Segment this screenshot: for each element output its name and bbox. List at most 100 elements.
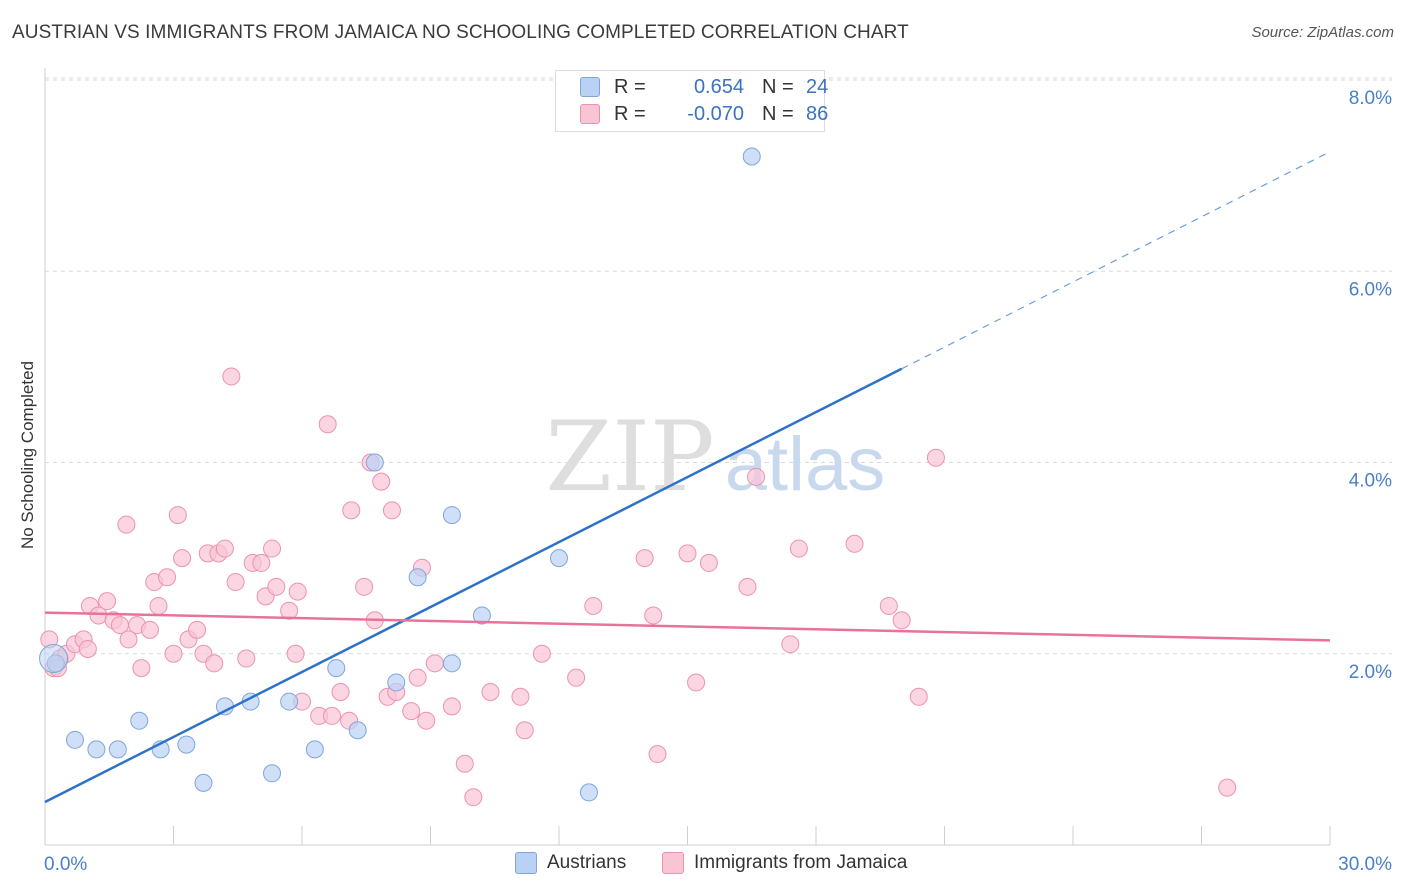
jamaica-point: [699, 553, 718, 572]
austrians-point: [442, 506, 461, 525]
austrians-point: [263, 764, 282, 783]
jamaica-point: [222, 367, 241, 386]
jamaica-point: [322, 706, 341, 725]
austrians-point: [742, 147, 761, 166]
austrians-point: [280, 692, 299, 711]
jamaica-point: [286, 644, 305, 663]
austrians-point: [550, 549, 568, 568]
austrians-point: [87, 740, 106, 759]
chart-title: AUSTRIAN VS IMMIGRANTS FROM JAMAICA NO S…: [12, 22, 909, 43]
jamaica-point: [648, 745, 667, 764]
watermark: ZIP atlas: [545, 401, 885, 513]
jamaica-point: [267, 577, 286, 596]
jamaica-point: [263, 539, 282, 558]
austrians-point: [39, 644, 69, 674]
y-tick-label: 4.0%: [1349, 471, 1392, 492]
jamaica-point: [738, 577, 757, 596]
legend-n-label: N =: [762, 75, 794, 98]
jamaica-point: [173, 549, 192, 568]
austrians-point: [194, 773, 213, 792]
austrians-point: [442, 654, 461, 673]
y-tick-label: 2.0%: [1349, 662, 1392, 683]
jamaica-point: [318, 415, 337, 434]
austrians-point: [365, 453, 384, 472]
jamaica-point: [149, 596, 168, 615]
legend-label-austrians: Austrians: [547, 852, 627, 873]
jamaica-point: [584, 596, 603, 615]
points-layer: [39, 147, 1237, 807]
y-axis-label: No Schooling Completed: [18, 360, 37, 550]
austrians-point: [177, 735, 196, 754]
austrians-point: [408, 568, 427, 587]
austrians-point: [108, 740, 127, 759]
jamaica-point: [532, 644, 551, 663]
jamaica-point: [909, 687, 928, 706]
jamaica-point: [117, 515, 136, 534]
jamaica-point: [417, 711, 436, 730]
correlation-legend: R = 0.654 N = 24 R = -0.070 N = 86: [555, 70, 828, 132]
jamaica-point: [789, 539, 808, 558]
austrians-trend-line: [44, 367, 903, 804]
jamaica-point: [226, 573, 245, 592]
jamaica-point: [372, 472, 391, 491]
austrians-point: [65, 730, 84, 749]
jamaica-point: [164, 644, 183, 663]
y-tick-label: 6.0%: [1349, 279, 1392, 300]
trend-layer: [44, 151, 1331, 804]
legend-r-label: R =: [614, 75, 646, 98]
legend-item-jamaica[interactable]: Immigrants from Jamaica: [662, 852, 907, 874]
jamaica-point: [408, 668, 427, 687]
y-tick-label: 8.0%: [1349, 88, 1392, 109]
jamaica-point: [678, 544, 697, 563]
legend-swatch-jamaica: [580, 104, 600, 124]
jamaica-point: [205, 654, 224, 673]
jamaica-point: [644, 606, 663, 625]
jamaica-point: [237, 649, 256, 668]
legend-n-label: N =: [762, 102, 794, 125]
jamaica-point: [119, 630, 138, 649]
legend-label-jamaica: Immigrants from Jamaica: [694, 852, 908, 873]
jamaica-point: [132, 659, 151, 678]
austrians-trend-extension: [901, 151, 1331, 370]
jamaica-point: [215, 539, 234, 558]
legend-n-value: 86: [806, 102, 829, 125]
jamaica-point: [567, 668, 586, 687]
legend-n-value: 24: [806, 75, 829, 98]
legend-row-jamaica: R = -0.070 N = 86: [580, 101, 828, 127]
legend-item-austrians[interactable]: Austrians: [515, 852, 626, 874]
jamaica-trend-line: [44, 611, 1331, 642]
watermark-zip: ZIP: [545, 401, 714, 513]
jamaica-point: [158, 568, 177, 587]
austrians-point: [130, 711, 149, 730]
jamaica-point: [481, 683, 500, 701]
legend-swatch-jamaica: [662, 852, 684, 874]
jamaica-point: [515, 721, 534, 740]
tick-labels: 2.0% 4.0% 6.0% 8.0% 0.0% 30.0%: [44, 88, 1392, 875]
jamaica-point: [168, 506, 187, 525]
jamaica-point: [355, 577, 374, 596]
jamaica-point: [78, 639, 97, 658]
legend-r-value: 0.654: [693, 75, 744, 98]
jamaica-point: [425, 654, 444, 673]
legend-row-austrians: R = 0.654 N = 24: [580, 74, 828, 100]
source-credit: Source: ZipAtlas.com: [1251, 24, 1394, 41]
jamaica-point: [98, 592, 117, 611]
jamaica-point: [402, 702, 421, 721]
jamaica-point: [140, 620, 159, 639]
watermark-atlas: atlas: [725, 422, 886, 507]
jamaica-point: [926, 448, 945, 467]
legend-swatch-austrians: [515, 852, 537, 874]
jamaica-point: [455, 754, 474, 773]
x-tick-label: 30.0%: [1338, 854, 1392, 875]
jamaica-point: [464, 788, 483, 807]
jamaica-point: [442, 697, 461, 716]
jamaica-point: [280, 601, 299, 620]
jamaica-point: [331, 683, 350, 701]
jamaica-point: [382, 501, 401, 520]
jamaica-point: [1218, 778, 1237, 797]
austrians-point: [348, 721, 367, 740]
legend-swatch-austrians: [580, 77, 600, 97]
jamaica-point: [342, 501, 361, 520]
austrians-point: [472, 606, 491, 625]
